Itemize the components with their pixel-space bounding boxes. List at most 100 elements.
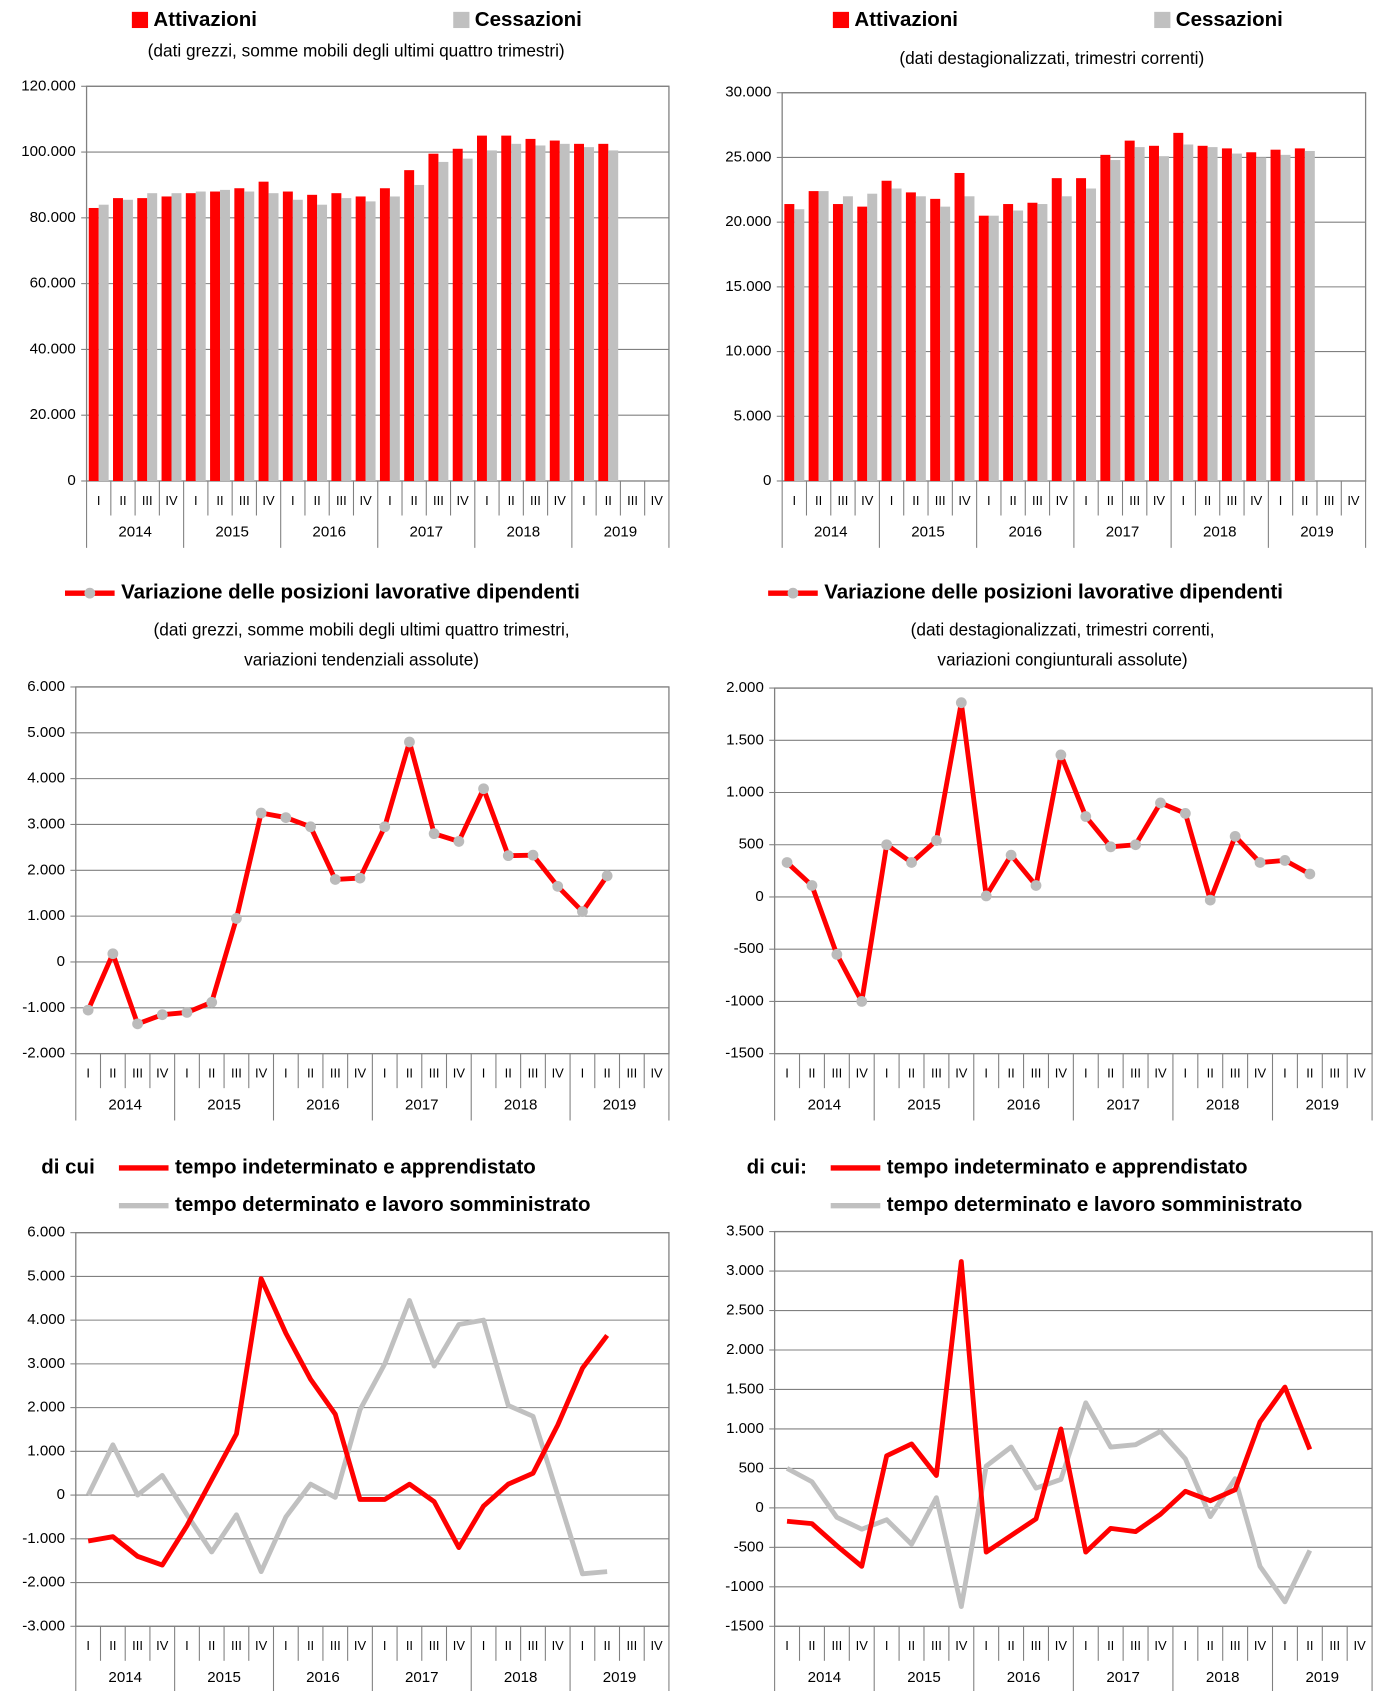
- year-label: 2016: [1007, 1096, 1041, 1113]
- y-tick-label: -1000: [725, 992, 764, 1009]
- bar: [462, 158, 473, 481]
- x-tick-label: II: [1008, 1066, 1015, 1081]
- bar: [1294, 148, 1305, 481]
- bar: [282, 191, 293, 481]
- x-tick-label: IV: [955, 1066, 968, 1081]
- y-tick-label: 25.000: [725, 148, 771, 165]
- bar: [161, 196, 172, 481]
- marker: [329, 874, 341, 885]
- year-label: 2017: [410, 524, 444, 541]
- subtitle: (dati grezzi, somme mobili degli ultimi …: [148, 40, 565, 60]
- bar: [857, 206, 868, 481]
- marker: [1130, 839, 1141, 851]
- x-tick-label: II: [808, 1066, 815, 1081]
- x-tick-label: I: [890, 493, 894, 508]
- bar: [331, 193, 342, 481]
- marker: [1229, 830, 1241, 842]
- year-label: 2019: [603, 1096, 637, 1113]
- marker: [601, 870, 613, 882]
- x-tick-label: II: [307, 1638, 314, 1653]
- y-tick-label: 80.000: [30, 209, 76, 226]
- x-tick-label: II: [307, 1066, 314, 1081]
- x-tick-label: I: [885, 1066, 889, 1081]
- x-tick-label: III: [132, 1638, 143, 1653]
- x-tick-label: III: [627, 493, 638, 508]
- x-tick-label: II: [1107, 493, 1114, 508]
- year-label: 2015: [907, 1096, 941, 1113]
- x-tick-label: IV: [955, 1638, 968, 1653]
- x-tick-label: III: [239, 493, 250, 508]
- x-tick-label: I: [1084, 1066, 1088, 1081]
- x-tick-label: II: [1008, 1638, 1015, 1653]
- x-tick-label: IV: [1354, 1638, 1367, 1653]
- y-tick-label: -1000: [725, 1578, 764, 1595]
- x-tick-label: IV: [1154, 1066, 1167, 1081]
- line-series: [785, 700, 1312, 1004]
- x-tick-label: II: [119, 493, 126, 508]
- bar: [905, 192, 916, 481]
- bar: [978, 215, 989, 481]
- legend-swatch: [453, 11, 470, 29]
- x-tick-label: IV: [255, 1638, 268, 1653]
- legend-label: Attivazioni: [854, 8, 958, 31]
- x-tick-label: IV: [552, 1066, 565, 1081]
- bar: [1221, 148, 1232, 481]
- x-tick-label: I: [1184, 1638, 1188, 1653]
- x-tick-label: III: [931, 1638, 942, 1653]
- marker: [577, 906, 588, 917]
- bar: [598, 143, 609, 481]
- bar: [210, 191, 221, 481]
- marker: [1254, 857, 1266, 868]
- marker: [206, 996, 218, 1008]
- y-tick-label: 3.000: [27, 1355, 65, 1372]
- y-tick-label: 2.000: [27, 1399, 65, 1416]
- x-tick-label: II: [208, 1638, 215, 1653]
- x-tick-label: III: [429, 1066, 440, 1081]
- x-tick-label: III: [1227, 493, 1238, 508]
- y-tick-label: -1.000: [22, 1530, 65, 1547]
- x-tick-label: I: [291, 493, 295, 508]
- y-tick-label: 5.000: [734, 407, 772, 424]
- bar: [317, 204, 328, 481]
- marker: [1179, 808, 1191, 819]
- x-tick-label: IV: [856, 1638, 869, 1653]
- bar: [98, 204, 109, 481]
- x-tick-label: I: [383, 1638, 387, 1653]
- y-tick-label: 5.000: [27, 724, 65, 741]
- x-tick-label: I: [987, 493, 991, 508]
- marker: [379, 821, 391, 833]
- bar: [88, 207, 99, 481]
- bar: [881, 180, 892, 481]
- x-tick-label: III: [1031, 1066, 1042, 1081]
- year-label: 2019: [1306, 1096, 1340, 1113]
- marker: [132, 1018, 143, 1030]
- x-tick-label: IV: [156, 1066, 169, 1081]
- x-tick-label: I: [581, 1066, 585, 1081]
- bar: [1197, 145, 1208, 481]
- legend-label: tempo indeterminato e apprendistato: [175, 1155, 536, 1178]
- year-label: 2018: [1203, 524, 1237, 541]
- line-series: [87, 1276, 610, 1568]
- year-label: 2018: [1206, 1096, 1240, 1113]
- bar: [1061, 196, 1072, 481]
- bar: [1158, 156, 1169, 481]
- marker: [255, 807, 267, 819]
- y-tick-label: -1500: [725, 1617, 764, 1634]
- x-tick-label: IV: [1254, 1066, 1267, 1081]
- bar: [808, 191, 819, 481]
- legend-swatch: [1154, 11, 1171, 29]
- marker: [156, 1009, 168, 1021]
- y-tick-label: 2.000: [726, 1341, 764, 1358]
- bar: [137, 198, 148, 481]
- x-tick-label: IV: [255, 1066, 268, 1081]
- bar: [428, 153, 439, 481]
- x-tick-label: III: [1129, 493, 1140, 508]
- y-tick-label: 4.000: [27, 770, 65, 787]
- year-label: 2015: [911, 524, 945, 541]
- legend-label: Cessazioni: [1176, 8, 1283, 31]
- legend-label: Cessazioni: [475, 8, 582, 31]
- y-tick-label: 2.500: [726, 1302, 764, 1319]
- x-tick-label: III: [528, 1638, 539, 1653]
- bar: [794, 209, 805, 481]
